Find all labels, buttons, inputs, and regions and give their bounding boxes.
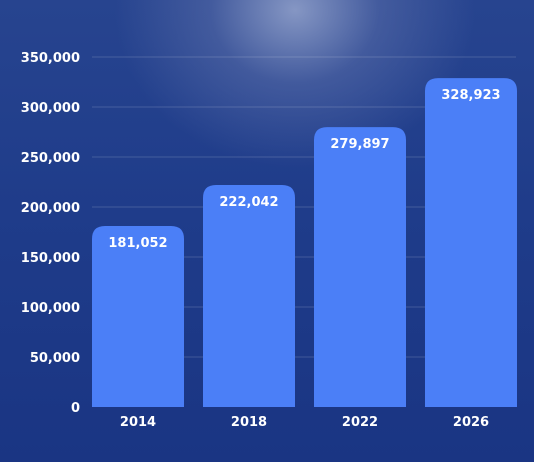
bar-2022 bbox=[314, 127, 406, 407]
y-tick-label: 100,000 bbox=[21, 301, 80, 316]
x-tick-label: 2022 bbox=[342, 415, 378, 430]
y-tick-label: 350,000 bbox=[21, 51, 80, 66]
x-tick-label: 2018 bbox=[231, 415, 267, 430]
y-tick-label: 0 bbox=[71, 401, 80, 416]
y-tick-label: 250,000 bbox=[21, 151, 80, 166]
x-axis-tick-labels: 2014 2018 2022 2026 bbox=[120, 415, 489, 430]
bar-2026 bbox=[425, 78, 517, 408]
data-label: 279,897 bbox=[330, 137, 389, 152]
x-tick-label: 2026 bbox=[453, 415, 489, 430]
data-labels: 181,052 222,042 279,897 328,923 bbox=[108, 88, 500, 251]
data-label: 328,923 bbox=[441, 88, 500, 103]
y-tick-label: 300,000 bbox=[21, 101, 80, 116]
data-label: 181,052 bbox=[108, 236, 167, 251]
y-tick-label: 200,000 bbox=[21, 201, 80, 216]
bars bbox=[92, 78, 517, 408]
x-tick-label: 2014 bbox=[120, 415, 156, 430]
bar-2018 bbox=[203, 184, 295, 407]
y-tick-label: 50,000 bbox=[30, 351, 80, 366]
y-axis-tick-labels: 0 50,000 100,000 150,000 200,000 250,000 300,0… bbox=[21, 51, 80, 416]
data-label: 222,042 bbox=[219, 195, 278, 210]
bar-2014 bbox=[92, 225, 184, 407]
y-tick-label: 150,000 bbox=[21, 251, 80, 266]
